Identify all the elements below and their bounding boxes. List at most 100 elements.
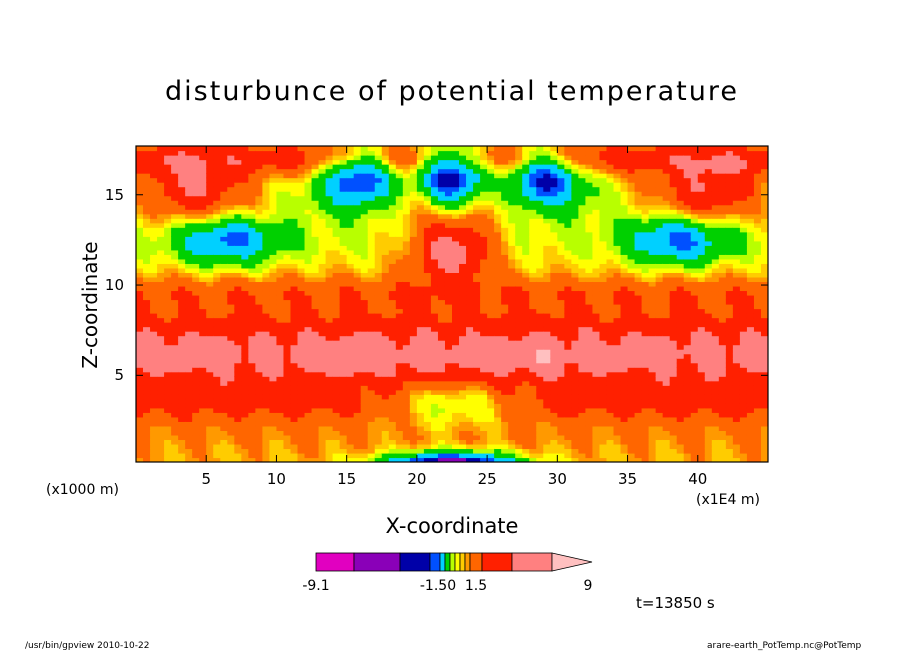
field-cell xyxy=(423,245,432,251)
field-cell xyxy=(367,407,376,413)
field-cell xyxy=(585,218,594,224)
field-cell xyxy=(599,353,608,359)
field-cell xyxy=(353,380,362,386)
field-cell xyxy=(262,249,271,255)
field-cell xyxy=(388,340,397,346)
field-cell xyxy=(381,380,390,386)
field-cell xyxy=(220,177,228,183)
field-cell xyxy=(325,155,334,161)
field-cell xyxy=(501,254,509,260)
field-cell xyxy=(262,191,271,197)
field-cell xyxy=(402,358,411,364)
field-cell xyxy=(325,313,334,319)
field-cell xyxy=(444,421,453,427)
field-cell xyxy=(416,186,425,192)
field-cell xyxy=(564,326,572,332)
field-cell xyxy=(248,191,256,197)
field-cell xyxy=(311,209,320,215)
field-cell xyxy=(192,398,200,404)
field-cell xyxy=(557,362,565,368)
field-cell xyxy=(248,276,256,283)
field-cell xyxy=(585,272,594,278)
field-cell xyxy=(150,443,158,450)
field-cell xyxy=(367,344,376,350)
field-cell xyxy=(171,299,179,305)
field-cell xyxy=(318,376,327,382)
field-cell xyxy=(585,380,594,386)
field-cell xyxy=(318,231,327,237)
field-cell xyxy=(269,407,278,413)
field-cell xyxy=(473,204,481,210)
field-cell xyxy=(564,452,572,459)
field-cell xyxy=(290,173,299,179)
field-cell xyxy=(283,294,292,301)
field-cell xyxy=(571,281,579,287)
field-cell xyxy=(508,245,516,251)
field-cell xyxy=(620,448,629,454)
field-cell xyxy=(437,317,446,323)
field-cell xyxy=(466,159,474,165)
field-cell xyxy=(480,294,488,301)
field-cell xyxy=(227,358,235,364)
field-cell xyxy=(283,443,292,450)
field-cell xyxy=(374,430,383,436)
field-cell xyxy=(241,448,249,454)
field-cell xyxy=(269,168,278,174)
field-cell xyxy=(388,249,397,255)
field-cell xyxy=(529,457,537,462)
field-cell xyxy=(381,195,390,201)
field-cell xyxy=(571,204,579,210)
field-cell xyxy=(578,335,587,341)
field-cell xyxy=(409,416,418,422)
field-cell xyxy=(437,254,446,260)
field-cell xyxy=(178,380,186,386)
field-cell xyxy=(283,403,292,409)
field-cell xyxy=(185,168,193,174)
field-cell xyxy=(529,240,537,246)
field-cell xyxy=(599,227,608,233)
field-cell xyxy=(494,254,502,260)
field-cell xyxy=(388,457,397,462)
field-cell xyxy=(206,358,214,364)
field-cell xyxy=(480,276,488,283)
field-cell xyxy=(220,367,228,373)
field-cell xyxy=(606,209,615,215)
field-cell xyxy=(444,398,453,404)
field-cell xyxy=(409,439,418,445)
field-cell xyxy=(522,448,530,454)
field-cell xyxy=(381,443,390,450)
field-cell xyxy=(613,322,622,328)
field-cell xyxy=(515,258,523,264)
field-cell xyxy=(437,308,446,314)
field-cell xyxy=(599,222,608,228)
field-cell xyxy=(444,358,453,364)
field-cell xyxy=(536,227,544,233)
field-cell xyxy=(564,164,572,170)
field-cell xyxy=(430,272,439,278)
field-cell xyxy=(452,434,460,441)
field-cell xyxy=(248,358,256,364)
field-cell xyxy=(529,150,537,156)
field-cell xyxy=(606,267,615,273)
field-cell xyxy=(304,353,313,359)
field-cell xyxy=(627,204,636,210)
field-cell xyxy=(536,222,544,228)
field-cell xyxy=(529,407,537,413)
field-cell xyxy=(416,457,425,462)
field-cell xyxy=(487,159,495,165)
field-cell xyxy=(255,146,263,152)
field-cell xyxy=(227,367,235,373)
field-cell xyxy=(592,439,601,445)
field-cell xyxy=(220,344,228,350)
field-cell xyxy=(606,227,615,233)
field-cell xyxy=(515,340,523,346)
field-cell xyxy=(290,434,299,441)
field-cell xyxy=(402,240,411,246)
field-cell xyxy=(353,362,362,368)
field-cell xyxy=(339,353,348,359)
field-cell xyxy=(374,380,383,386)
field-cell xyxy=(620,204,629,210)
field-cell xyxy=(234,254,242,260)
field-cell xyxy=(543,285,551,292)
field-cell xyxy=(452,236,460,242)
